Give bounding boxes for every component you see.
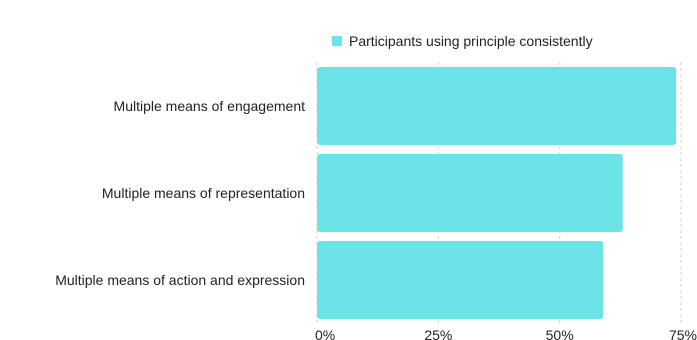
x-tick-label: 50% xyxy=(546,327,574,340)
legend-swatch xyxy=(332,36,342,46)
x-tick-label: 75% xyxy=(669,327,697,340)
legend: Participants using principle consistentl… xyxy=(332,33,593,49)
category-label: Multiple means of action and expression xyxy=(55,272,305,288)
category-label: Multiple means of engagement xyxy=(114,98,306,114)
x-tick-label: 25% xyxy=(424,327,452,340)
bar xyxy=(317,67,677,145)
category-labels: Multiple means of engagement Multiple mea… xyxy=(55,98,305,288)
x-tick-label: 0% xyxy=(315,327,335,340)
bar xyxy=(317,154,623,232)
bar xyxy=(317,241,604,319)
bars-layer xyxy=(317,67,677,319)
category-label: Multiple means of representation xyxy=(102,185,305,201)
x-axis-ticks: 0% 25% 50% 75% xyxy=(315,327,697,340)
legend-label: Participants using principle consistentl… xyxy=(349,33,593,49)
